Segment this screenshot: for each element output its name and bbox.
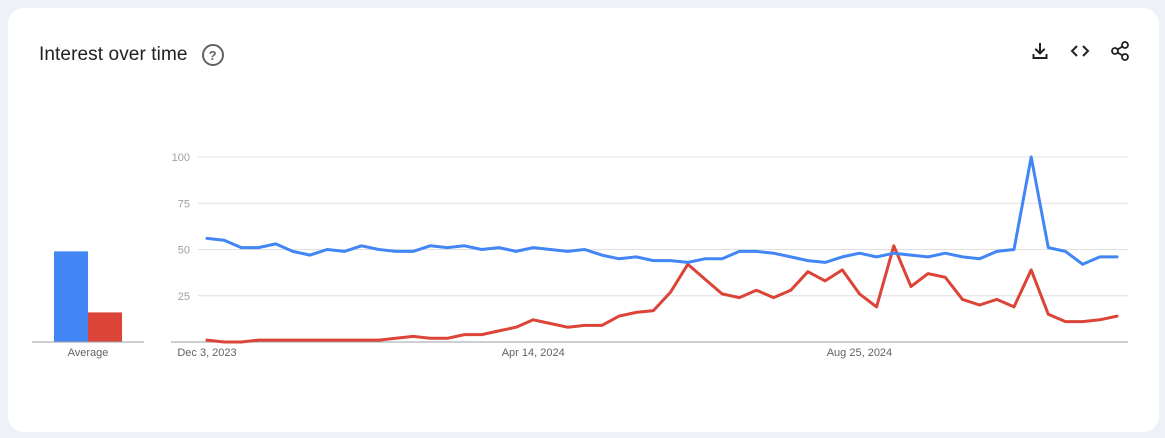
average-bar-series-1 (54, 251, 88, 342)
y-tick-label: 50 (178, 245, 190, 257)
card-header: Interest over time ? (39, 44, 224, 66)
x-tick-label: Dec 3, 2023 (177, 347, 236, 359)
chart-actions (1027, 38, 1133, 64)
series-2-line (205, 244, 1119, 344)
share-icon[interactable] (1107, 38, 1133, 64)
download-icon[interactable] (1027, 38, 1053, 64)
average-bar-series-2 (88, 312, 122, 342)
average-label: Average (68, 347, 109, 359)
y-tick-label: 100 (172, 152, 190, 164)
x-tick-label: Aug 25, 2024 (827, 347, 892, 359)
x-tick-label: Apr 14, 2024 (502, 347, 565, 359)
y-tick-label: 25 (178, 291, 190, 303)
series-1-line (205, 155, 1119, 266)
interest-over-time-card: Interest over time ? (8, 8, 1159, 432)
embed-code-icon[interactable] (1067, 38, 1093, 64)
y-tick-label: 75 (178, 198, 190, 210)
chart-title: Interest over time (39, 44, 188, 65)
help-icon[interactable]: ? (201, 44, 224, 66)
